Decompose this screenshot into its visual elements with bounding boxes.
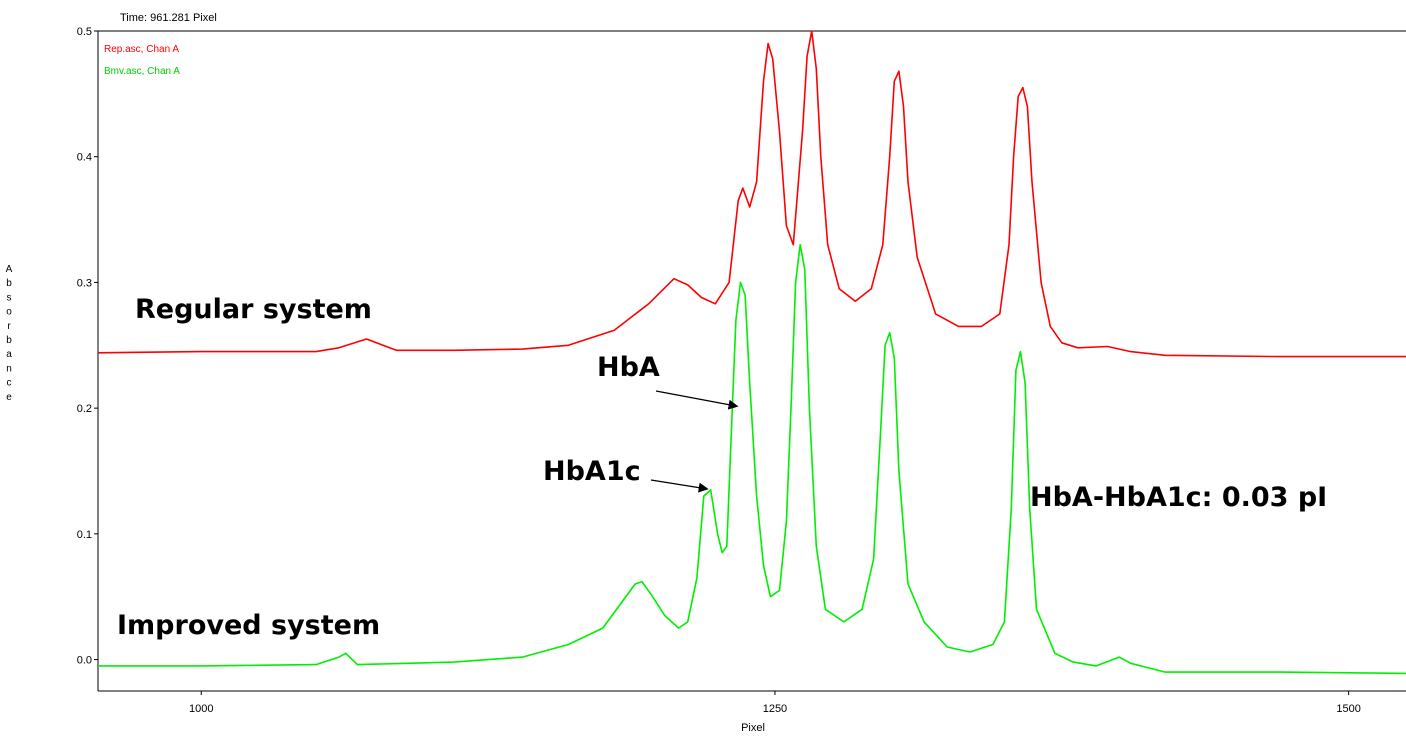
x-axis-label: Pixel: [741, 722, 765, 734]
annotation-regular-system: Regular system: [135, 294, 372, 325]
y-tick-label: 0.4: [77, 152, 92, 164]
y-axis-label-letter: s: [7, 292, 12, 303]
y-tick-label: 0.2: [77, 403, 92, 415]
y-tick-label: 0.0: [77, 655, 92, 667]
y-axis-label-letter: c: [7, 378, 12, 389]
y-axis-label-letter: n: [6, 363, 12, 374]
annotation-improved-system: Improved system: [117, 610, 380, 641]
y-axis-label-letter: e: [6, 392, 12, 403]
y-tick-label: 0.1: [77, 529, 92, 541]
arrow-hba1c: [650, 479, 709, 493]
x-ticks: 1000 1250 1500: [189, 691, 1361, 715]
series-layer: [97, 30, 1406, 675]
y-tick-label: 0.5: [77, 26, 92, 38]
annotation-arrows: [650, 390, 739, 493]
arrow-hba: [655, 390, 739, 410]
y-axis-label-letter: A: [6, 264, 13, 275]
y-axis-label-letter: o: [6, 307, 12, 318]
annotation-separation: HbA-HbA1c: 0.03 pI: [1030, 482, 1327, 513]
y-tick-label: 0.3: [77, 277, 92, 289]
annotation-hba: HbA: [597, 352, 660, 383]
x-tick-label: 1000: [189, 703, 213, 715]
legend-entry-rep: Rep.asc, Chan A: [104, 44, 179, 55]
x-tick-label: 1500: [1336, 703, 1360, 715]
series-bmv: [98, 243, 1406, 675]
y-ticks: 0.0 0.1 0.2 0.3 0.4 0.5: [77, 26, 98, 667]
x-tick-label: 1250: [763, 703, 787, 715]
y-axis-label-letter: r: [7, 321, 11, 332]
annotation-hba1c: HbA1c: [543, 456, 641, 487]
y-axis-label-letter: b: [6, 278, 12, 289]
y-axis-label-letter: a: [6, 349, 12, 360]
legend-entry-bmv: Bmv.asc, Chan A: [104, 66, 180, 77]
time-readout: Time: 961.281 Pixel: [120, 12, 217, 24]
y-axis-label-letter: b: [6, 335, 12, 346]
series-rep: [97, 30, 1406, 358]
